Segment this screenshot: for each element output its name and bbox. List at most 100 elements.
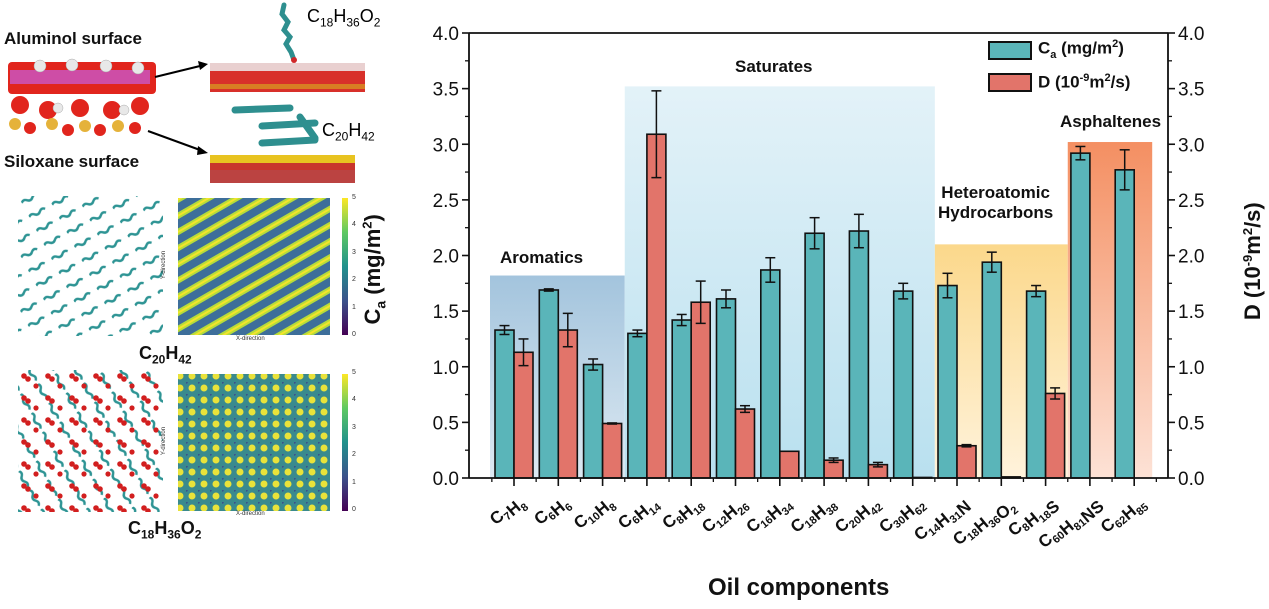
bar-d <box>601 422 623 479</box>
y-tick-label-right: 4.0 <box>1178 24 1204 45</box>
snapshot-c20h42 <box>18 196 163 336</box>
x-tick-label: C62H85 <box>1097 491 1151 542</box>
aluminol-slab <box>210 63 365 92</box>
y-axis-label-left: Ca (mg/m2) <box>359 214 389 325</box>
colorbar-tick-label: 0 <box>352 331 356 338</box>
legend-label-ca: Ca (mg/m2) <box>1038 38 1124 62</box>
bar-d <box>956 444 977 479</box>
legend-label-d: D (10-9m2/s) <box>1038 71 1131 92</box>
y-tick-label-right: 3.5 <box>1178 80 1204 101</box>
bar-ca <box>1070 152 1091 479</box>
snapshot-c18h36o2 <box>18 370 163 512</box>
bar-ca <box>715 298 737 479</box>
colorbar-tick-label: 4 <box>352 396 356 404</box>
aluminol-surface-label: Aluminol surface <box>4 29 142 48</box>
y-tick-label-left: 1.5 <box>433 302 459 323</box>
bar-d <box>734 408 756 479</box>
group-label-asphaltenes: Asphaltenes <box>1060 112 1162 131</box>
bar-ca <box>1114 169 1135 479</box>
bar-ca <box>804 232 825 479</box>
bar-ca <box>848 230 870 479</box>
x-direction-label-2: X-direction <box>236 511 265 517</box>
y-tick-label-left: 3.5 <box>433 80 459 101</box>
surface-molecule-illustration <box>8 2 365 183</box>
bar-ca <box>627 332 648 479</box>
legend-item-ca: Ca (mg/m2) <box>988 38 1124 62</box>
colorbar-bottom-ticks: 0 1 2 3 4 5 <box>352 369 364 515</box>
bar-d <box>690 301 712 479</box>
bar-ca <box>671 319 693 479</box>
colorbar-tick-label: 1 <box>352 303 356 311</box>
legend: Ca (mg/m2) D (10-9m2/s) <box>988 38 1164 100</box>
colorbar-tick-label: 4 <box>352 221 356 229</box>
y-axis-label-right: D (10-9m2/s) <box>1239 202 1266 321</box>
x-tick-label: C12H26 <box>698 491 752 542</box>
y-tick-label-left: 4.0 <box>433 24 459 45</box>
group-label-heteroatomic: Heteroatomic Hydrocarbons <box>938 183 1053 223</box>
colorbar-tick-label: 3 <box>352 248 356 256</box>
map1-caption: C20H42 <box>139 343 192 367</box>
x-tick-label: C10H8 <box>570 491 620 539</box>
y-tick-label-right: 0.5 <box>1178 413 1204 434</box>
density-map-c20h42 <box>178 198 330 335</box>
legend-swatch-ca <box>988 40 1032 60</box>
aluminol-crystal-model <box>8 58 156 136</box>
arrow-top <box>154 65 201 78</box>
y-tick-label-right: 1.0 <box>1178 358 1204 379</box>
bar-ca <box>981 261 1003 479</box>
y-tick-label-left: 0.5 <box>433 413 459 434</box>
colorbar-tick-label: 2 <box>352 451 356 459</box>
siloxane-slab <box>210 155 355 183</box>
group-label-aromatics: Aromatics <box>500 248 584 267</box>
colorbar-top-ticks: 0 1 2 3 4 5 <box>352 194 364 340</box>
x-tick-label: C7H8 <box>486 491 531 535</box>
y-tick-label-right: 2.5 <box>1178 191 1204 212</box>
map2-caption: C18H36O2 <box>128 518 202 542</box>
molecule-label-top: C18H36O2 <box>307 6 381 30</box>
group-label-heteroatomic-line2: Hydrocarbons <box>938 203 1054 222</box>
y-tick-label-left: 2.0 <box>433 247 459 268</box>
x-tick-label: C6H6 <box>530 491 575 535</box>
colorbar-tick-label: 0 <box>352 506 356 513</box>
bar-ca <box>892 290 914 479</box>
arrow-bottom <box>147 130 201 151</box>
colorbar-top <box>342 198 348 335</box>
eicosane-chains <box>231 104 319 147</box>
colorbar-tick-label: 1 <box>352 478 356 486</box>
y-tick-label-right: 2.0 <box>1178 247 1204 268</box>
bar-ca <box>1025 290 1047 479</box>
legend-item-d: D (10-9m2/s) <box>988 70 1130 94</box>
legend-swatch-d <box>988 72 1032 92</box>
y-tick-label-left: 3.0 <box>433 135 459 156</box>
bar-d <box>1044 392 1066 479</box>
group-label-heteroatomic-line1: Heteroatomic <box>941 183 1050 202</box>
x-tick-label: C6H14 <box>614 490 664 538</box>
bar-d <box>513 351 534 479</box>
bar-d <box>557 329 579 479</box>
stearic-acid-chain <box>279 2 297 63</box>
density-map-c18h36o2 <box>178 374 330 511</box>
x-tick-label: C8H18 <box>659 491 709 539</box>
colorbar-tick-label: 3 <box>352 423 356 431</box>
y-tick-label-left: 1.0 <box>433 358 459 379</box>
colorbar-bottom <box>342 374 348 511</box>
colorbar-tick-label: 5 <box>352 194 356 201</box>
x-direction-label-1: X-direction <box>236 336 265 342</box>
y-tick-label-right: 0.0 <box>1178 469 1204 490</box>
y-tick-label-left: 2.5 <box>433 191 459 212</box>
x-tick-label: C18H38 <box>787 491 841 542</box>
siloxane-surface-label: Siloxane surface <box>4 152 140 171</box>
bar-ca <box>759 269 781 479</box>
y-tick-label-right: 3.0 <box>1178 135 1204 156</box>
y-tick-label-right: 1.5 <box>1178 302 1204 323</box>
colorbar-tick-label: 2 <box>352 276 356 284</box>
bar-d <box>646 133 667 479</box>
x-tick-label: C16H34 <box>743 490 798 542</box>
bar-ca <box>494 329 515 479</box>
bar-ca <box>582 363 604 479</box>
colorbar-tick-label: 5 <box>352 369 356 376</box>
bar-d <box>778 450 800 479</box>
group-label-saturates: Saturates <box>735 57 813 76</box>
y-tick-label-left: 0.0 <box>433 469 459 490</box>
